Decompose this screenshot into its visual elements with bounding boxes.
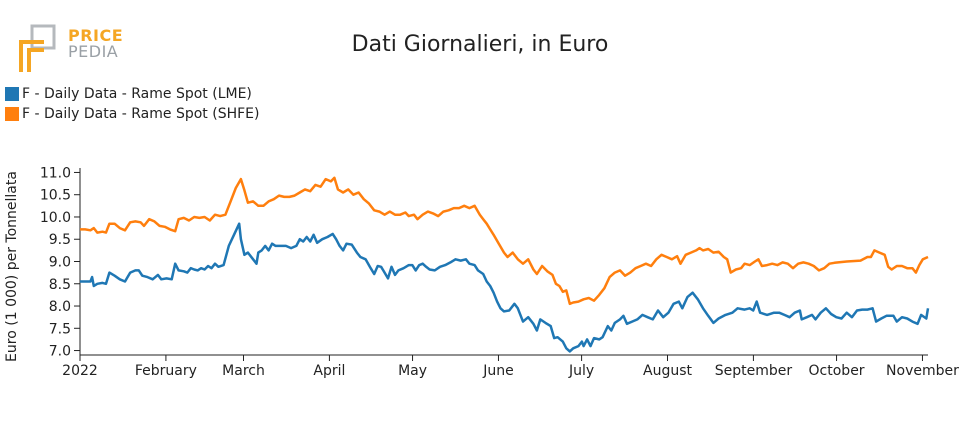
- y-tick-label: 7.0: [49, 344, 71, 360]
- series-line-lme: [80, 222, 930, 353]
- legend-item-lme[interactable]: F - Daily Data - Rame Spot (LME): [5, 84, 259, 104]
- y-tick-label: 9.0: [49, 255, 71, 271]
- y-axis: 7.0 7.5 8.0 8.5 9.0 9.5 10.0 10.5 11.0: [40, 165, 81, 360]
- logo-mark-icon: [19, 24, 56, 72]
- logo-text-price: PRICE: [68, 26, 124, 45]
- series-line-shfe: [80, 176, 929, 306]
- x-axis: 2022 February March April May June July August S…: [62, 354, 959, 379]
- legend-swatch-shfe: [5, 107, 19, 121]
- y-tick-label: 10.5: [40, 188, 71, 204]
- legend-label-lme: F - Daily Data - Rame Spot (LME): [22, 86, 252, 102]
- y-tick-label: 8.0: [49, 299, 71, 315]
- series-lines: [80, 176, 930, 353]
- x-tick-label: February: [135, 363, 197, 379]
- chart-legend: F - Daily Data - Rame Spot (LME) F - Dai…: [5, 84, 259, 124]
- x-tick-label: September: [715, 363, 793, 379]
- x-tick-label: October: [809, 363, 865, 379]
- x-tick-label: November: [886, 363, 959, 379]
- x-tick-label: April: [313, 363, 345, 379]
- x-tick-label: June: [482, 363, 514, 379]
- x-tick-label: 2022: [62, 363, 98, 379]
- y-tick-label: 11.0: [40, 165, 71, 181]
- x-tick-label: March: [222, 363, 265, 379]
- y-tick-label: 8.5: [49, 277, 71, 293]
- y-tick-label: 10.0: [40, 210, 71, 226]
- y-tick-label: 9.5: [49, 232, 71, 248]
- chart-title: Dati Giornalieri, in Euro: [351, 32, 609, 57]
- x-tick-label: May: [398, 363, 427, 379]
- legend-item-shfe[interactable]: F - Daily Data - Rame Spot (SHFE): [5, 104, 259, 124]
- x-tick-label: July: [568, 363, 594, 379]
- y-axis-label: Euro (1 000) per Tonnellata: [4, 171, 20, 362]
- logo-text-pedia: PEDIA: [68, 42, 119, 61]
- legend-swatch-lme: [5, 87, 19, 101]
- y-tick-label: 7.5: [49, 321, 71, 337]
- pricepedia-logo: PRICE PEDIA: [18, 24, 128, 76]
- x-tick-label: August: [643, 363, 693, 379]
- legend-label-shfe: F - Daily Data - Rame Spot (SHFE): [22, 106, 260, 122]
